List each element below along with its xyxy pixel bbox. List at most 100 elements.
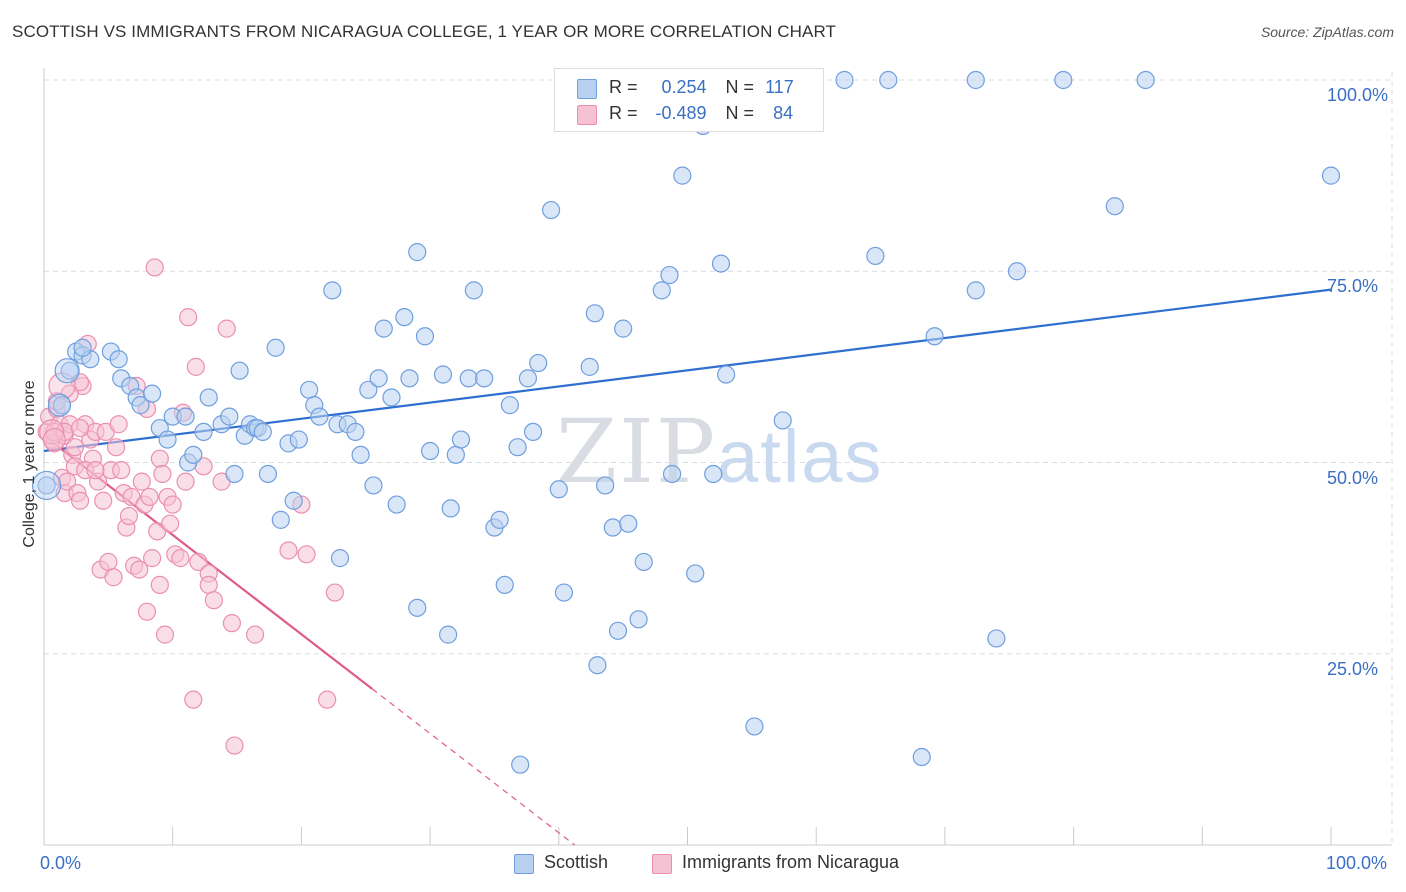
point-scottish [511, 755, 530, 774]
point-scottish [652, 281, 671, 300]
point-scottish [966, 281, 985, 300]
point-scottish [415, 327, 435, 346]
point-scottish [433, 365, 453, 384]
point-nicaragua [58, 472, 77, 491]
point-scottish [300, 380, 319, 399]
point-scottish [253, 422, 272, 441]
legend-label-nicaragua: Immigrants from Nicaragua [682, 852, 900, 872]
point-nicaragua [155, 625, 175, 644]
point-scottish [364, 476, 383, 495]
point-scottish [284, 491, 303, 510]
point-scottish-cluster [47, 393, 72, 417]
point-scottish [446, 445, 465, 464]
point-scottish [310, 407, 329, 426]
point-scottish [912, 747, 931, 767]
point-scottish [408, 243, 427, 262]
point-scottish [230, 361, 249, 380]
point-scottish [1136, 70, 1155, 90]
watermark-zip: ZIP [556, 400, 718, 503]
point-scottish [554, 583, 574, 602]
point-scottish [400, 369, 419, 388]
point-nicaragua [86, 461, 105, 480]
point-nicaragua [297, 545, 316, 564]
watermark-atlas: atlas [717, 415, 884, 498]
point-scottish [580, 357, 599, 376]
point-scottish [835, 70, 854, 90]
point-scottish [523, 422, 543, 441]
point-scottish [176, 407, 195, 426]
point-scottish [60, 361, 79, 380]
point-scottish [500, 396, 519, 415]
legend-n-value: 84 [773, 103, 794, 123]
point-scottish [387, 495, 406, 514]
point-scottish [773, 411, 792, 430]
x-tick-label-left: 0.0% [40, 853, 82, 873]
point-scottish [258, 464, 278, 484]
point-scottish [508, 438, 527, 457]
point-nicaragua [70, 418, 90, 438]
point-scottish [866, 246, 885, 266]
point-scottish [369, 369, 388, 388]
point-nicaragua [325, 583, 344, 602]
point-nicaragua [179, 308, 198, 327]
point-scottish [603, 518, 622, 537]
point-scottish [158, 430, 177, 449]
point-scottish [541, 200, 561, 220]
point-scottish [608, 621, 628, 640]
x-tick-label-right: 100.0% [1326, 853, 1388, 873]
legend-r-label: R = [609, 103, 638, 123]
point-scottish [529, 353, 548, 373]
point-nicaragua [150, 575, 169, 595]
point-scottish [408, 598, 427, 617]
point-nicaragua [137, 602, 157, 621]
legend-swatch-blue [514, 854, 534, 874]
point-nicaragua [279, 541, 298, 560]
y-tick-label: 50.0% [1327, 467, 1379, 488]
legend-n-value: 117 [765, 77, 794, 97]
point-scottish [1321, 166, 1341, 185]
legend-swatch-pink [577, 105, 597, 125]
point-scottish [673, 166, 692, 185]
point-scottish [717, 365, 736, 384]
point-scottish [459, 369, 478, 388]
trendline-nicaragua-dashed [371, 688, 575, 846]
watermark: ZIPatlas [556, 400, 883, 503]
point-scottish [421, 441, 440, 461]
point-scottish [704, 464, 723, 484]
point-scottish [109, 350, 128, 369]
legend-r-value: -0.489 [655, 103, 707, 123]
chart-title: SCOTTISH VS IMMIGRANTS FROM NICARAGUA CO… [12, 22, 837, 41]
point-nicaragua [130, 560, 149, 579]
point-nicaragua [104, 568, 123, 587]
y-tick-label: 100.0% [1327, 85, 1389, 105]
point-scottish [711, 254, 731, 273]
point-nicaragua [150, 449, 169, 468]
point-nicaragua [163, 495, 182, 514]
correlation-legend: R = 0.254 N = 117 R = -0.489 N = 84 [554, 68, 824, 132]
point-nicaragua [171, 549, 190, 568]
point-scottish [439, 625, 458, 644]
point-scottish [495, 575, 514, 595]
point-scottish [475, 369, 494, 388]
point-scottish [966, 70, 985, 90]
point-scottish [1105, 197, 1124, 216]
point-scottish [1007, 262, 1027, 281]
point-scottish [143, 384, 162, 403]
legend-label-scottish: Scottish [544, 852, 609, 872]
point-scottish [585, 304, 604, 323]
point-scottish [588, 656, 607, 675]
point-scottish [464, 281, 483, 300]
point-nicaragua [161, 514, 180, 533]
legend-n-label: N = [725, 77, 755, 97]
legend-n-label: N = [725, 103, 755, 123]
point-scottish [619, 514, 638, 533]
point-scottish [987, 629, 1006, 648]
point-scottish [1054, 70, 1073, 90]
point-nicaragua [184, 690, 203, 709]
point-scottish [614, 319, 633, 338]
point-scottish-cluster [54, 358, 80, 384]
y-tick-label: 75.0% [1327, 276, 1379, 297]
point-scottish [518, 369, 538, 388]
grid [44, 72, 1393, 845]
